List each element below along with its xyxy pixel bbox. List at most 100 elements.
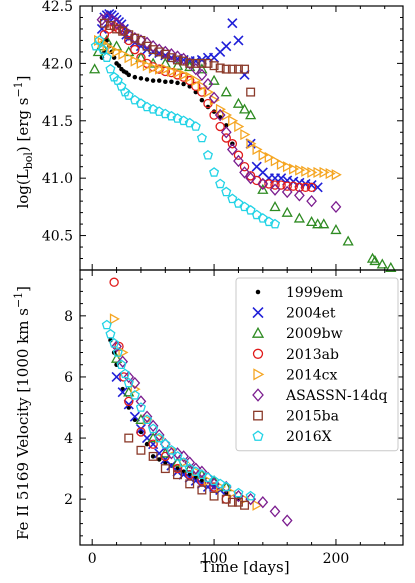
data-point [141,101,153,112]
data-point [208,91,220,104]
data-point [160,438,171,449]
data-point [270,180,280,190]
series-2015ba [99,18,256,97]
data-point [307,166,318,179]
y-tick-label: 42.5 [42,0,73,15]
data-point [136,52,146,63]
data-point [109,277,119,287]
data-point [105,63,116,74]
data-point [184,117,195,128]
legend-label: 2016X [286,429,332,445]
data-point [224,123,229,128]
data-point [132,74,138,80]
velocity-panel: 2 4 6 8 0 100 200 1999em 2004et 2009bw 2013ab 2014c… [64,269,404,567]
data-point [325,167,336,180]
data-point [239,69,250,80]
data-point [179,69,190,81]
data-point [96,13,108,26]
data-point [319,166,330,179]
data-point [116,63,122,68]
x-tick-label: 0 [88,551,97,567]
data-point [109,313,120,325]
data-point [294,189,305,202]
data-point [330,200,342,214]
data-point [318,218,330,229]
data-point [161,63,172,75]
data-point [239,201,250,212]
data-point [130,44,140,55]
data-point [116,359,127,370]
data-point [148,62,159,74]
data-point [233,154,244,168]
data-point [144,441,150,447]
data-point [233,487,244,498]
luminosity-axis-label: log(Lbol) [erg s−1] [12,75,35,208]
data-point [111,371,122,383]
data-point [276,158,287,171]
data-point [306,194,317,208]
data-point [197,58,207,68]
data-point [202,149,214,160]
data-point [106,13,118,26]
data-point [220,86,232,97]
data-point [156,78,162,83]
luminosity-panel: 40.5 41.0 41.5 42.0 42.5 [42,0,404,272]
data-point [203,86,214,98]
data-point [289,163,300,175]
data-point [105,328,116,339]
data-point [257,183,269,194]
data-point [160,464,170,474]
data-point [120,368,131,379]
data-point [141,36,153,49]
data-point [130,55,141,67]
legend-label: 2013ab [286,347,339,363]
y-tick-label: 42.0 [42,56,73,72]
data-point [199,97,205,103]
data-point [276,180,286,190]
data-point [270,155,281,167]
data-point [169,79,174,85]
legend-label: 2004et [286,306,336,322]
data-point [203,58,213,68]
data-point [123,377,134,388]
data-point [101,52,112,62]
series-2004et [111,371,226,496]
data-point [123,28,135,41]
data-point [252,499,263,511]
data-point [123,399,134,410]
data-point [221,133,231,143]
data-point [175,80,180,86]
data-point [141,414,153,425]
axes-frame [79,269,404,546]
data-point [112,24,122,34]
x-tick-label: 200 [323,551,350,567]
data-point [126,72,132,78]
data-point [369,254,381,266]
data-point [227,64,237,74]
data-point [136,427,146,437]
data-point [209,491,219,501]
data-point [234,120,245,133]
data-point [245,205,256,215]
data-point [104,8,115,20]
data-point [148,439,158,449]
data-point [251,209,262,220]
data-point [257,213,268,223]
data-point [148,45,158,55]
data-point [215,478,226,489]
data-point [246,87,256,97]
data-point [257,177,269,191]
data-point [240,500,250,510]
series-2015ba [124,433,250,510]
x-tick-label: 100 [201,551,228,567]
data-point [227,18,238,29]
data-point [220,126,232,139]
legend-marker [252,388,264,402]
legend-marker [252,348,264,359]
data-point [166,444,177,455]
data-point [154,47,164,57]
data-point [221,481,232,492]
data-point [293,212,306,223]
legend-marker [253,368,265,381]
